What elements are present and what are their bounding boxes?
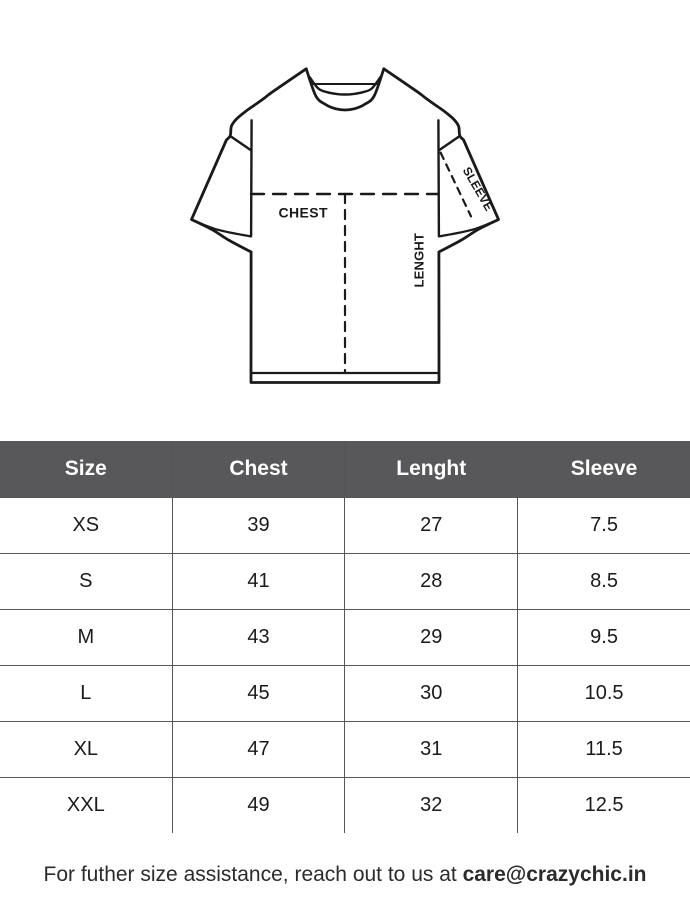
- svg-text:LENGHT: LENGHT: [412, 233, 427, 288]
- svg-text:CHEST: CHEST: [279, 205, 328, 221]
